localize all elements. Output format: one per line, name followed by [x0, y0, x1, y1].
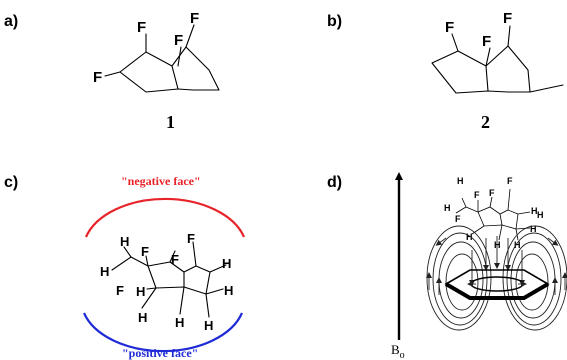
fluorine-atom: F — [474, 190, 480, 200]
fluorine-atom: F — [190, 10, 199, 27]
hydrogen-atom: H — [537, 210, 544, 220]
cyclohexane-ring-1 — [104, 24, 220, 93]
hydrogen-atom: H — [531, 206, 538, 216]
fluorine-atom: F — [141, 244, 149, 259]
magnetic-field-label: Bo — [391, 342, 405, 360]
panel-d: d) Bo H F F F H F H H H H H H — [327, 172, 567, 360]
benzene-ring — [444, 269, 550, 300]
panel-c: c) "negative face" H F F F H F H H H H H — [4, 174, 246, 360]
fluorine-atom: F — [93, 69, 102, 86]
hydrogen-atom: H — [138, 310, 147, 325]
hydrogen-atom: H — [204, 318, 213, 333]
panel-d-label: d) — [327, 174, 342, 191]
cyclohexane-ring-c — [111, 241, 227, 318]
panel-a: a) F F F F 1 — [4, 10, 220, 132]
positive-face-arc — [82, 312, 244, 353]
compound-number-2: 2 — [481, 112, 490, 132]
fluorine-atom: F — [445, 19, 454, 36]
hydrogen-atom: H — [444, 203, 451, 213]
fluorine-atom: F — [171, 252, 179, 267]
panel-b: b) F F F 2 — [327, 10, 564, 132]
fluorine-atom: F — [455, 214, 461, 224]
fluorine-atom: F — [116, 283, 124, 298]
positive-face-label: "positive face" — [122, 346, 198, 360]
hydrogen-atom: H — [224, 283, 233, 298]
fluorine-atom: F — [137, 19, 146, 36]
negative-face-label: "negative face" — [121, 174, 201, 188]
hydrogen-atom: H — [120, 234, 129, 249]
panel-c-label: c) — [4, 174, 18, 191]
hydrogen-atom: H — [136, 284, 145, 299]
hydrogen-atom: H — [175, 315, 184, 330]
hydrogen-atom: H — [100, 264, 109, 279]
panel-b-label: b) — [327, 13, 342, 30]
fluorine-atom: F — [503, 10, 512, 27]
fluorine-atom: F — [187, 231, 195, 246]
compound-number-1: 1 — [166, 112, 175, 132]
cyclohexane-ring-2 — [431, 25, 564, 94]
panel-a-label: a) — [4, 13, 18, 30]
hydrogen-atom: H — [457, 176, 464, 186]
hydrogen-atom: H — [530, 224, 537, 234]
fluorine-atom: F — [174, 32, 183, 49]
hydrogen-atom: H — [222, 256, 231, 271]
hydrogen-atom: H — [466, 232, 473, 242]
hydrogen-atom: H — [514, 240, 521, 250]
negative-face-arc — [84, 197, 246, 238]
fluorine-atom: F — [489, 188, 495, 198]
fluorine-atom: F — [482, 33, 491, 50]
induced-field-lines — [426, 225, 567, 331]
fluorine-atom: F — [507, 176, 513, 186]
